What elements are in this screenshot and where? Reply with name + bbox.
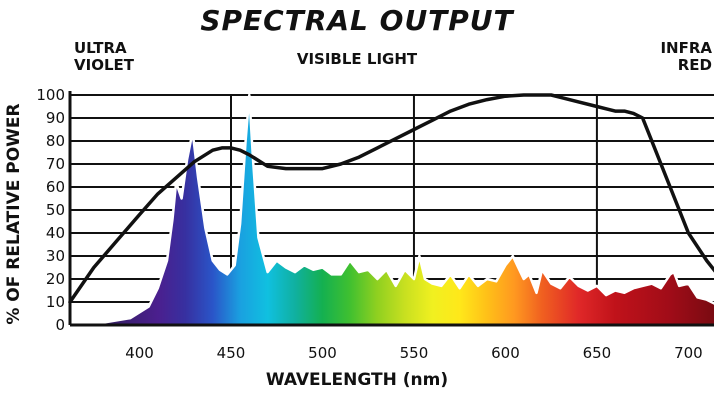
x-tick-600: 600 — [491, 344, 520, 362]
reference-curve-group — [68, 93, 714, 304]
y-tick-100: 100 — [36, 86, 65, 104]
x-tick-650: 650 — [583, 344, 612, 362]
spectrum-area — [68, 93, 714, 327]
x-axis-label: WAVELENGTH (nm) — [265, 370, 449, 390]
x-tick-labels: 400450500550600650700750 — [125, 344, 703, 362]
x-tick-700: 700 — [674, 344, 703, 362]
y-tick-20: 20 — [46, 270, 65, 288]
x-tick-450: 450 — [217, 344, 246, 362]
reference-curve — [68, 93, 714, 304]
y-tick-60: 60 — [46, 178, 65, 196]
ultraviolet-label: ULTRA VIOLET — [74, 40, 134, 74]
chart-title: SPECTRAL OUTPUT — [200, 4, 514, 37]
visible-light-label: VISIBLE LIGHT — [296, 50, 418, 68]
y-tick-labels: 0 10 20 30 40 50 60 70 80 90 100 — [36, 86, 65, 334]
infrared-label: INFRA RED — [660, 40, 712, 74]
y-tick-10: 10 — [46, 293, 65, 311]
ultraviolet-label-line1: ULTRA — [74, 39, 127, 57]
y-tick-70: 70 — [46, 155, 65, 173]
y-tick-30: 30 — [46, 247, 65, 265]
x-tick-400: 400 — [125, 344, 154, 362]
x-tick-500: 500 — [308, 344, 337, 362]
ultraviolet-label-line2: VIOLET — [74, 56, 134, 74]
axes-group — [68, 91, 714, 327]
y-tick-90: 90 — [46, 109, 65, 127]
y-tick-40: 40 — [46, 224, 65, 242]
y-tick-0: 0 — [55, 316, 65, 334]
y-tick-50: 50 — [46, 201, 65, 219]
infrared-label-line2: RED — [677, 56, 712, 74]
infrared-label-line1: INFRA — [660, 39, 712, 57]
y-tick-80: 80 — [46, 132, 65, 150]
spectrum-area-group — [68, 93, 714, 327]
x-tick-550: 550 — [400, 344, 429, 362]
